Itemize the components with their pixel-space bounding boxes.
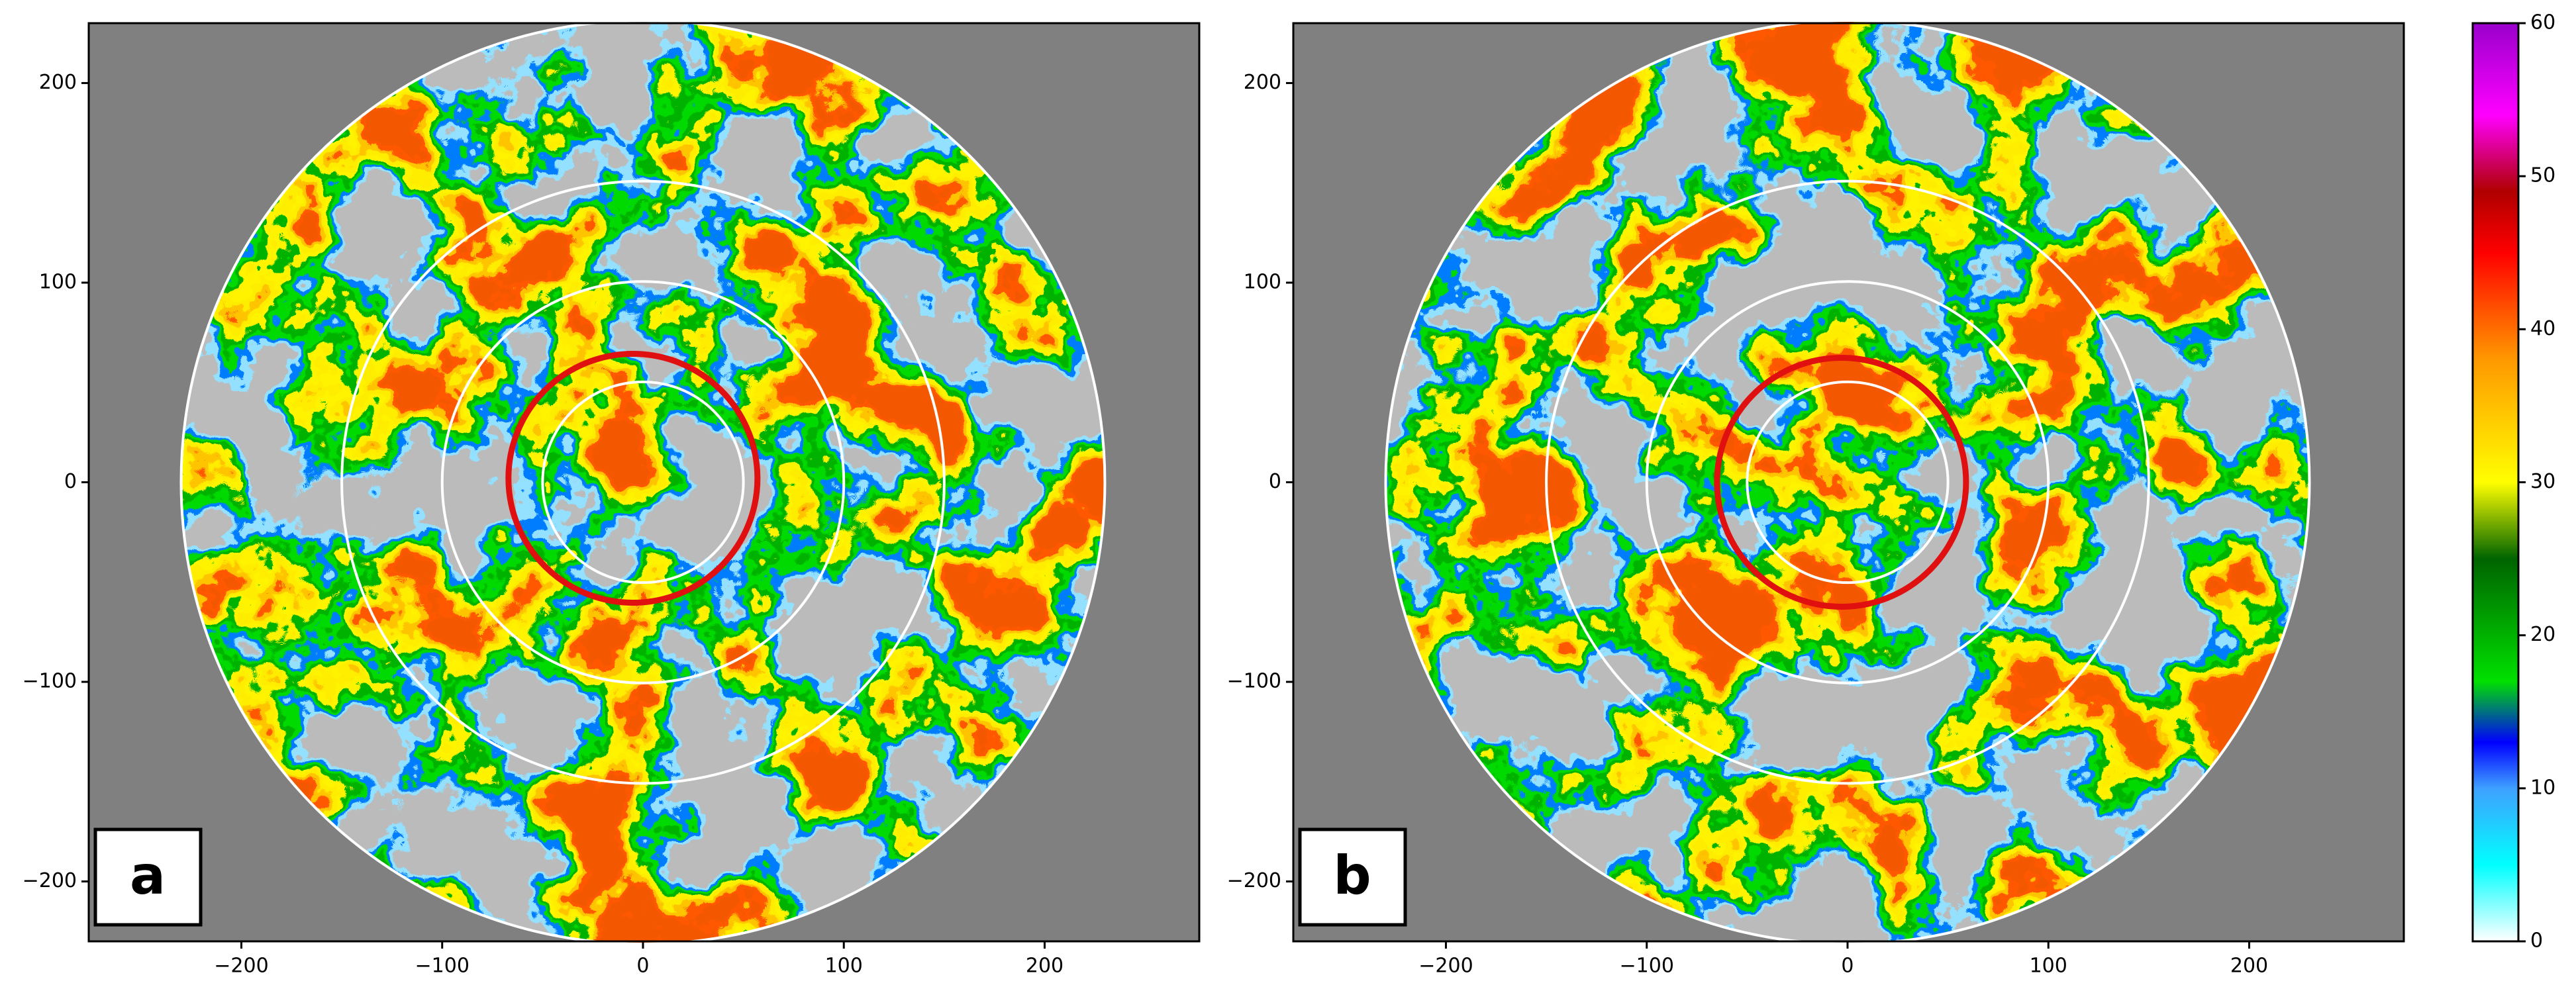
range-ring <box>1545 179 2150 785</box>
reflectivity-field <box>1385 23 2310 941</box>
y-tick-label: 0 <box>1269 470 1281 493</box>
colorbar-tick-label: 50 <box>2530 164 2555 187</box>
radar-panel: −200 −100 0 100 200 −200 −100 0 100 200 b <box>1227 19 2405 978</box>
panel-label: a <box>130 845 166 906</box>
x-tick-label: −100 <box>1620 955 1674 978</box>
y-tick-label: −100 <box>23 670 77 693</box>
colorbar-tick-label: 0 <box>2530 929 2543 953</box>
range-ring <box>340 179 946 785</box>
x-tick-label: 100 <box>2030 955 2067 978</box>
highlight-circle <box>505 350 761 606</box>
highlight-circle <box>1714 354 1969 610</box>
colorbar-tick-label: 20 <box>2530 623 2555 646</box>
y-tick-label: 200 <box>39 71 77 94</box>
y-tick-label: −200 <box>23 869 77 892</box>
y-tick-label: −200 <box>1227 869 1281 892</box>
colorbar-tick-label: 10 <box>2530 776 2555 799</box>
colorbar <box>2471 22 2520 943</box>
y-tick-label: 100 <box>1244 270 1281 293</box>
colorbar-tick-label: 30 <box>2530 470 2555 493</box>
x-tick-label: 0 <box>1841 955 1854 978</box>
y-tick-label: 200 <box>1244 71 1281 94</box>
x-tick-label: 200 <box>1026 955 1064 978</box>
panel-label: b <box>1333 845 1371 906</box>
x-tick-label: 200 <box>2230 955 2268 978</box>
x-tick-label: 0 <box>636 955 649 978</box>
radar-panel: −200 −100 0 100 200 −200 −100 0 100 200 a <box>23 19 1201 978</box>
x-tick-label: −200 <box>214 955 268 978</box>
x-tick-label: −100 <box>415 955 470 978</box>
panel-label-box <box>1298 827 1407 927</box>
colorbar-tick-label: 40 <box>2530 317 2555 340</box>
range-ring <box>1746 380 1950 585</box>
x-tick-label: 100 <box>825 955 863 978</box>
panel-label-box <box>93 827 203 927</box>
x-tick-label: −200 <box>1418 955 1473 978</box>
y-tick-label: 100 <box>39 270 77 293</box>
colorbar-tick-label: 60 <box>2530 11 2555 34</box>
y-tick-label: −100 <box>1227 670 1281 693</box>
range-ring <box>440 280 846 684</box>
range-ring <box>541 380 745 585</box>
reflectivity-field <box>181 23 1105 941</box>
range-ring <box>1645 280 2050 684</box>
y-tick-label: 0 <box>64 470 77 493</box>
